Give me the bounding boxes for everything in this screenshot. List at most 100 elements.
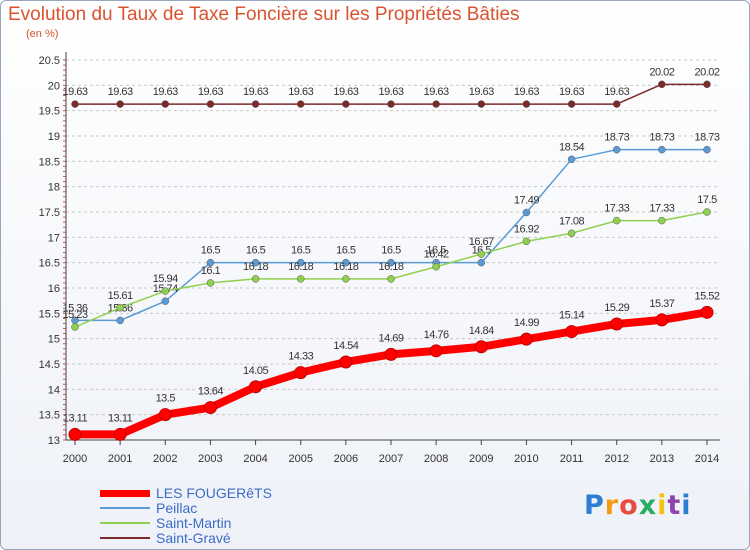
- data-point: [612, 216, 621, 225]
- data-label: 18.54: [559, 141, 584, 153]
- data-label: 19.63: [469, 86, 494, 98]
- data-label: 16.18: [288, 261, 313, 273]
- legend-swatch: [100, 522, 150, 524]
- data-point: [432, 262, 440, 271]
- data-label: 19.63: [559, 86, 584, 98]
- data-label: 19.63: [333, 86, 358, 98]
- data-label: 13.11: [108, 412, 133, 424]
- y-tick-label: 17: [48, 232, 60, 244]
- data-label: 13.5: [156, 393, 176, 405]
- data-point: [116, 316, 124, 325]
- data-label: 16.5: [381, 245, 401, 257]
- x-tick-label: 2003: [198, 453, 222, 465]
- y-tick-label: 18.5: [39, 156, 60, 168]
- data-label: 15.94: [153, 273, 178, 285]
- data-label: 19.63: [424, 86, 449, 98]
- data-point: [429, 344, 443, 358]
- data-point: [387, 258, 395, 267]
- data-point: [477, 258, 486, 267]
- data-point: [387, 100, 395, 108]
- data-label: 13.11: [63, 412, 88, 424]
- data-point: [161, 100, 170, 108]
- x-tick-label: 2012: [604, 453, 628, 465]
- data-point: [387, 275, 395, 283]
- data-label: 15.23: [62, 309, 87, 321]
- data-label: 17.49: [514, 195, 539, 207]
- data-label: 16.18: [378, 261, 403, 273]
- data-point: [612, 100, 621, 108]
- data-point: [203, 401, 217, 415]
- data-point: [474, 340, 488, 354]
- data-label: 16.1: [201, 265, 221, 277]
- data-point: [161, 297, 170, 305]
- data-point: [113, 427, 127, 441]
- data-label: 16.18: [333, 261, 358, 273]
- data-point: [567, 100, 576, 108]
- data-label: 16.67: [469, 236, 494, 248]
- logo-letter: P: [584, 490, 605, 521]
- y-tick-label: 18: [48, 182, 60, 194]
- data-label: 17.33: [604, 203, 629, 215]
- legend-label: LES FOUGERêTS: [156, 485, 272, 501]
- data-point: [700, 305, 714, 319]
- logo-letter: o: [619, 490, 639, 521]
- chart-unit-label: (en %): [26, 28, 59, 40]
- data-label: 16.18: [243, 261, 268, 273]
- data-label: 14.54: [333, 340, 358, 352]
- data-label: 19.63: [108, 86, 133, 98]
- data-label: 16.42: [424, 249, 449, 261]
- y-tick-label: 19: [48, 131, 60, 143]
- y-tick-label: 17.5: [39, 207, 60, 219]
- data-label: 15.29: [604, 302, 629, 314]
- data-point: [610, 317, 624, 331]
- proxiti-logo: Proxiti: [584, 490, 692, 521]
- x-tick-label: 2001: [108, 453, 132, 465]
- chart-title: Evolution du Taux de Taxe Foncière sur l…: [8, 4, 520, 25]
- data-label: 19.63: [153, 86, 178, 98]
- data-point: [342, 100, 350, 108]
- data-label: 16.5: [291, 245, 311, 257]
- data-label: 19.63: [198, 86, 223, 98]
- data-label: 15.14: [559, 310, 584, 322]
- legend-swatch: [100, 537, 150, 539]
- data-point: [658, 145, 666, 154]
- data-label: 18.73: [694, 132, 719, 144]
- data-point: [612, 145, 621, 154]
- data-point: [206, 100, 215, 108]
- data-label: 18.73: [649, 132, 674, 144]
- data-point: [565, 325, 579, 339]
- x-tick-label: 2009: [469, 453, 493, 465]
- x-tick-label: 2008: [424, 453, 448, 465]
- data-point: [251, 275, 260, 283]
- y-tick-label: 19.5: [39, 106, 60, 118]
- data-point: [71, 323, 79, 331]
- y-tick-label: 15: [48, 334, 60, 346]
- data-label: 18.73: [604, 132, 629, 144]
- logo-letter: i: [657, 490, 668, 521]
- data-label: 19.63: [243, 86, 268, 98]
- data-point: [249, 380, 263, 394]
- data-point: [158, 408, 172, 422]
- data-point: [567, 229, 576, 238]
- data-point: [116, 304, 124, 312]
- data-label: 16.5: [336, 245, 356, 257]
- y-tick-label: 20.5: [39, 55, 60, 67]
- data-label: 14.76: [424, 329, 449, 341]
- x-tick-label: 2014: [695, 453, 719, 465]
- data-label: 17.5: [697, 194, 717, 206]
- data-point: [522, 237, 531, 246]
- data-label: 14.05: [243, 365, 268, 377]
- data-point: [655, 313, 669, 327]
- data-label: 15.52: [694, 290, 719, 302]
- x-tick-label: 2000: [63, 453, 87, 465]
- data-point: [703, 80, 711, 89]
- logo-letter: r: [604, 490, 620, 521]
- y-tick-label: 16: [48, 283, 60, 295]
- x-tick-label: 2002: [153, 453, 177, 465]
- x-tick-label: 2010: [514, 453, 538, 465]
- data-label: 14.69: [378, 332, 403, 344]
- data-point: [251, 100, 260, 108]
- data-point: [296, 275, 305, 283]
- y-tick-label: 13: [48, 435, 60, 447]
